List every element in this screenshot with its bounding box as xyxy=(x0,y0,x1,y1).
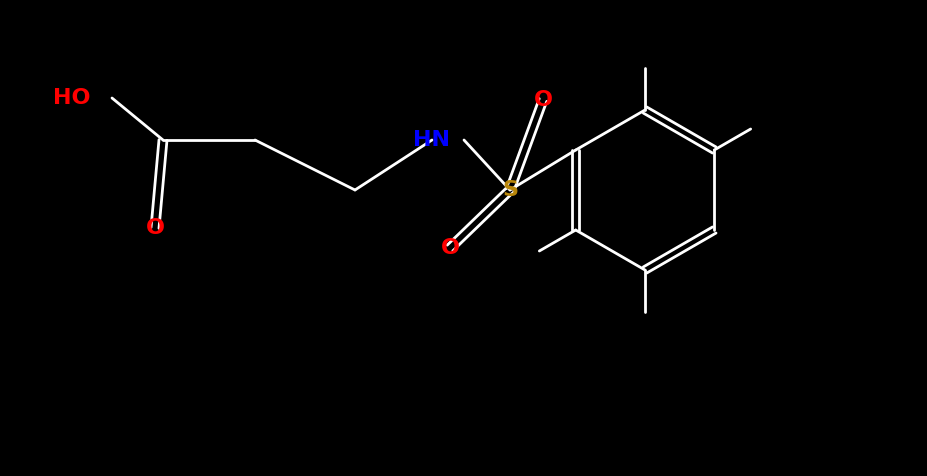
Text: O: O xyxy=(533,90,552,110)
Text: S: S xyxy=(502,180,517,200)
Text: HN: HN xyxy=(413,130,450,150)
Text: O: O xyxy=(440,238,459,258)
Text: HO: HO xyxy=(53,88,91,108)
Text: O: O xyxy=(146,218,164,238)
